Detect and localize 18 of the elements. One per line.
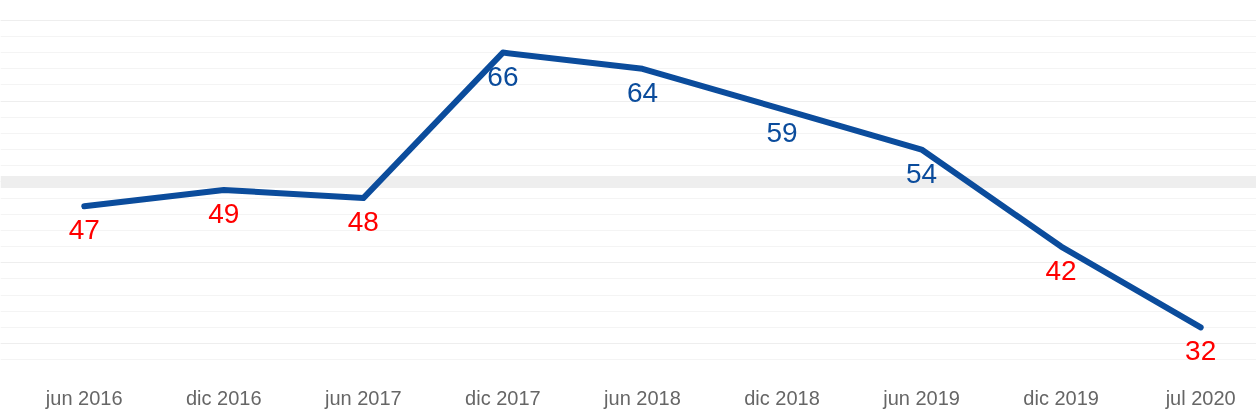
x-tick-label: jun 2019 <box>882 386 960 409</box>
data-label: 42 <box>1045 254 1077 286</box>
x-tick-label: dic 2016 <box>185 386 262 409</box>
data-label: 32 <box>1185 335 1217 367</box>
x-tick-label: dic 2018 <box>744 386 820 409</box>
x-tick-label: jul 2020 <box>1164 386 1236 409</box>
x-tick-label: jun 2017 <box>323 386 402 409</box>
data-label: 54 <box>905 157 938 189</box>
x-tick-label: jun 2018 <box>603 386 681 409</box>
x-tick-label: jun 2016 <box>44 386 123 409</box>
data-label: 66 <box>487 60 519 92</box>
data-label: 49 <box>208 198 240 229</box>
data-label: 47 <box>68 214 100 246</box>
x-tick-label: dic 2017 <box>465 386 541 409</box>
data-label: 48 <box>347 206 379 238</box>
data-label: 64 <box>626 76 659 108</box>
data-label: 59 <box>766 117 798 149</box>
x-tick-label: dic 2019 <box>1023 386 1099 409</box>
